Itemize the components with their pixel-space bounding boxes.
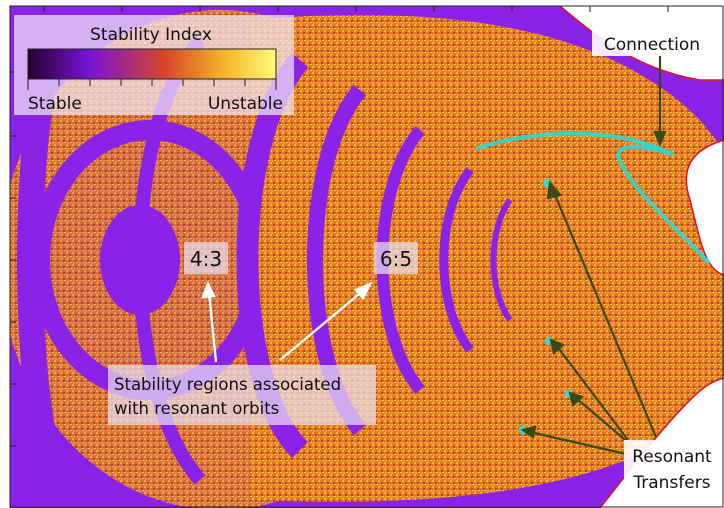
svg-text:Resonant: Resonant [632, 447, 712, 467]
svg-text:Transfers: Transfers [632, 473, 710, 493]
transfer-arrows [520, 56, 667, 456]
stability-arrows [201, 281, 373, 363]
svg-text:6:5: 6:5 [380, 247, 412, 271]
resonant-transfers-label: Resonant Transfers [624, 440, 720, 496]
colorbar-gradient [27, 48, 277, 80]
colorbar-legend: Stability Index Stable Unstable [14, 15, 294, 115]
legend-high-label: Unstable [208, 94, 283, 114]
legend-title: Stability Index [90, 25, 212, 45]
resonance-label-6-5: 6:5 [374, 242, 418, 274]
svg-text:with resonant orbits: with resonant orbits [114, 399, 279, 418]
svg-text:Stability regions associated: Stability regions associated [114, 375, 341, 394]
svg-text:Connection: Connection [604, 35, 700, 55]
plot-frame [9, 5, 724, 508]
legend-low-label: Stable [28, 94, 82, 114]
svg-text:4:3: 4:3 [190, 247, 222, 271]
connection-curve [476, 131, 710, 264]
connection-label: Connection [592, 28, 712, 56]
resonance-label-4-3: 4:3 [184, 242, 228, 274]
stability-annotation: Stability regions associated with resona… [108, 365, 376, 425]
